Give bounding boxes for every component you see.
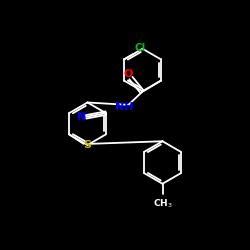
Text: CH$_3$: CH$_3$ <box>153 198 172 210</box>
Text: Cl: Cl <box>135 42 146 53</box>
Text: S: S <box>83 140 91 150</box>
Text: N: N <box>77 112 86 122</box>
Text: NH: NH <box>115 102 133 112</box>
Text: O: O <box>124 69 133 79</box>
